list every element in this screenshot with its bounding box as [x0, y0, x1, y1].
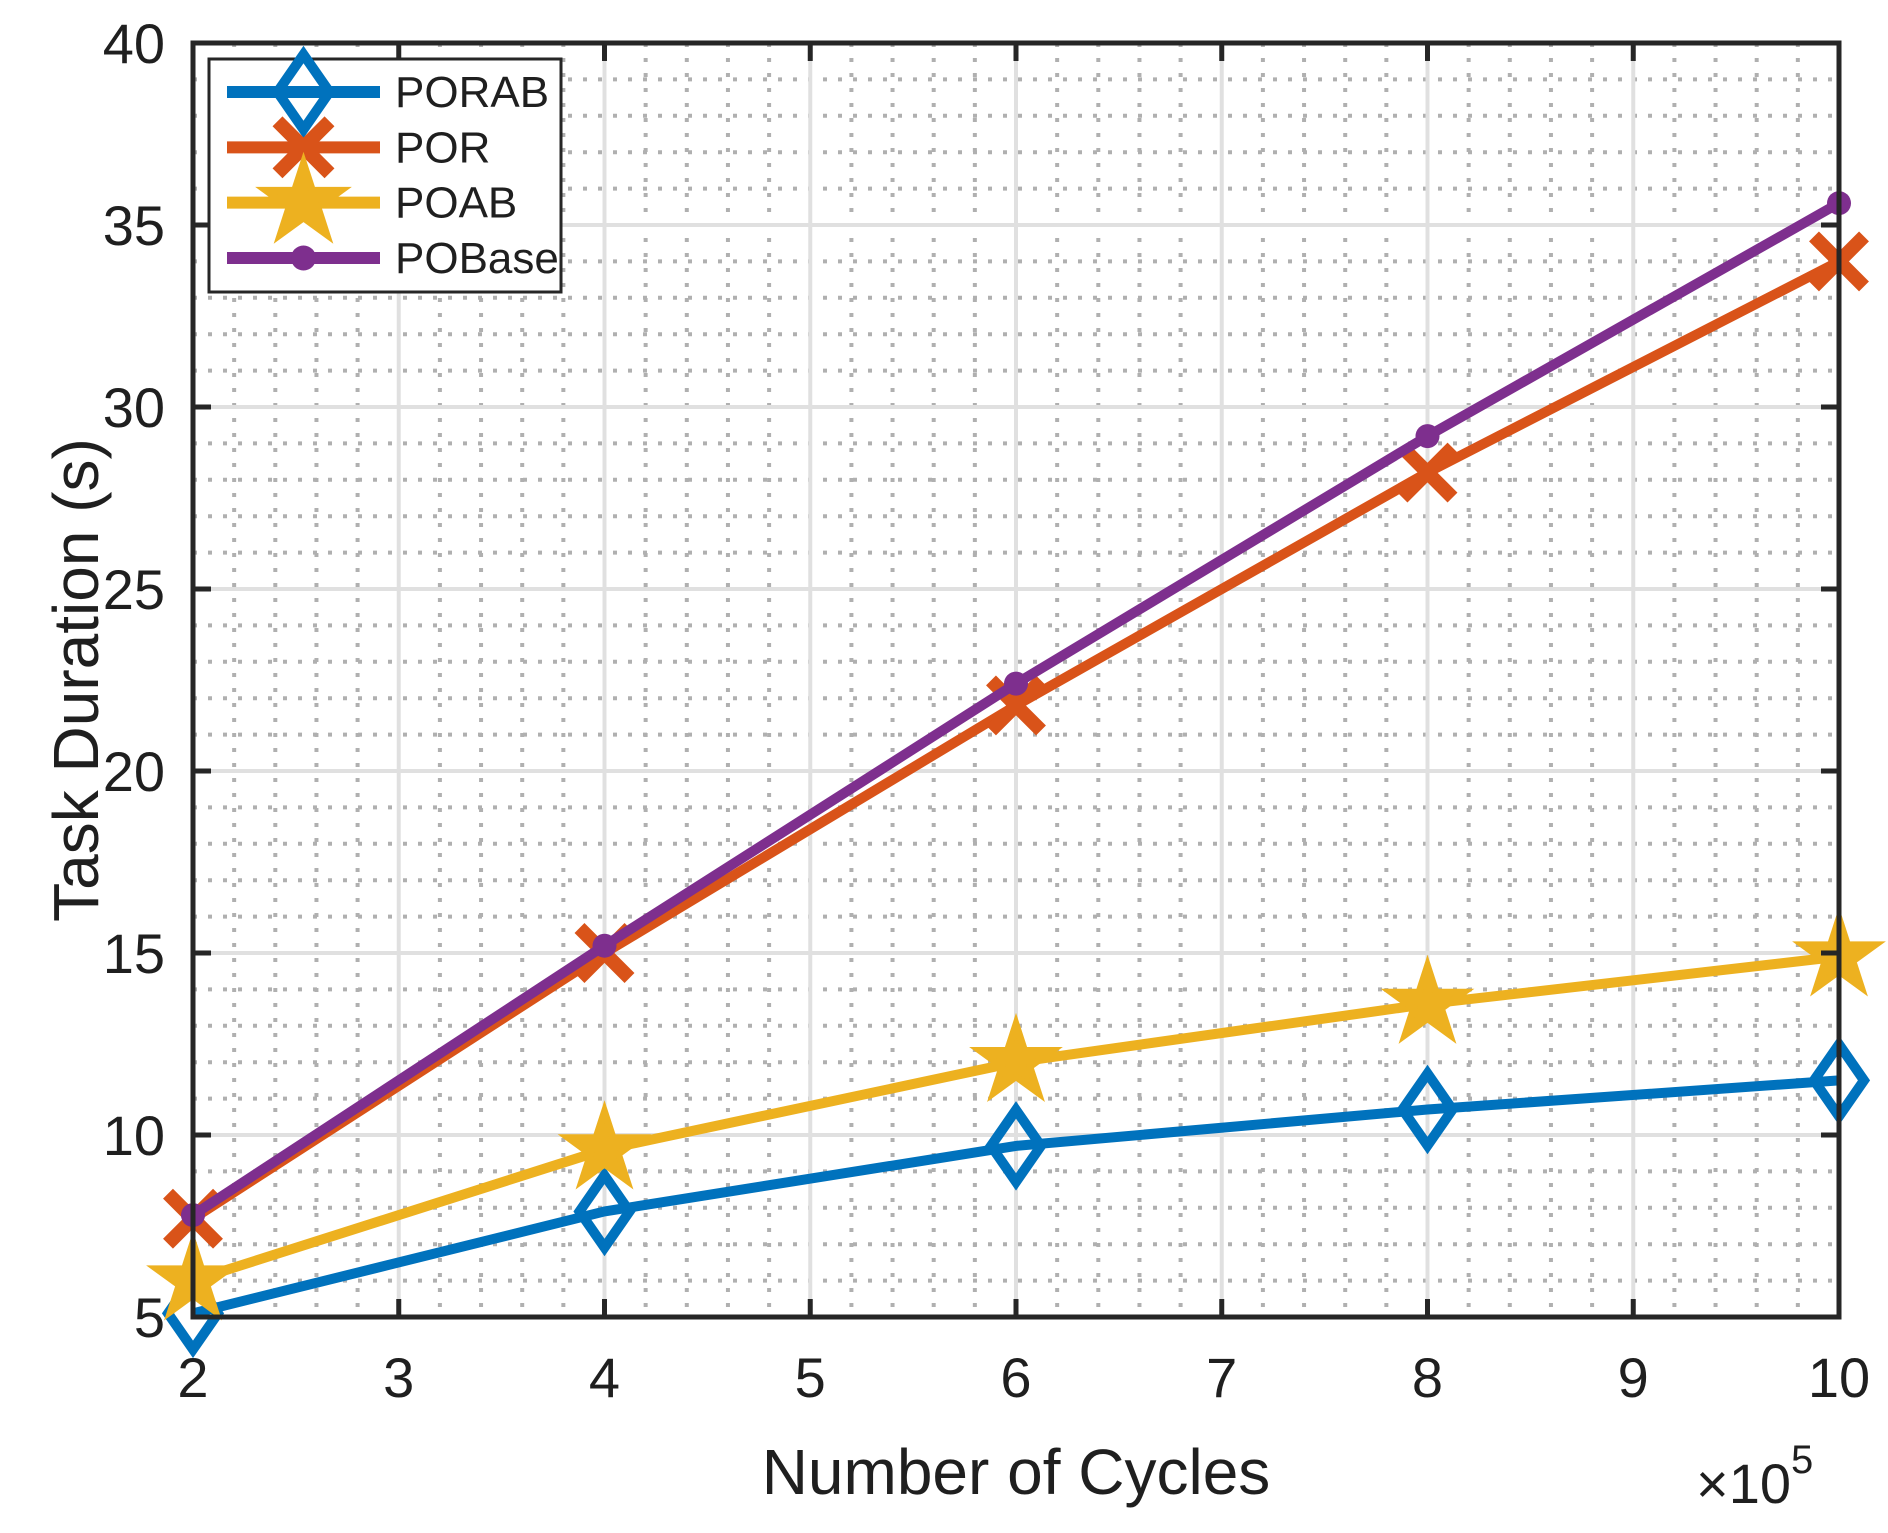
- legend-item-label: POAB: [395, 179, 517, 228]
- x-axis-tick-label: 9: [1618, 1346, 1649, 1409]
- x-axis-tick-label: 2: [177, 1346, 208, 1409]
- diamond-marker: [1396, 1064, 1459, 1155]
- legend-item-label: POR: [395, 123, 490, 172]
- circle-marker: [592, 933, 617, 958]
- legend-item-label: POBase: [395, 234, 559, 283]
- x-axis-tick-label: 4: [589, 1346, 620, 1409]
- circle-marker: [1004, 671, 1028, 696]
- legend-item-POBase: POBase: [227, 234, 559, 283]
- axes: [190, 40, 1842, 1320]
- diamond-marker: [984, 1101, 1048, 1191]
- x-axis-tick-label: 7: [1206, 1346, 1237, 1409]
- series-POBase: [181, 191, 1851, 1228]
- legend-item-PORAB: PORAB: [227, 45, 549, 139]
- y-axis-tick-label: 30: [103, 376, 165, 439]
- x-marker: [272, 116, 335, 179]
- y-axis-label: Task Duration (s): [40, 438, 112, 922]
- y-axis-tick-label: 20: [103, 740, 165, 803]
- x-marker: [1397, 442, 1458, 503]
- y-axis-tick-label: 40: [103, 12, 165, 75]
- y-axis-tick-label: 5: [134, 1286, 165, 1349]
- diamond-marker: [573, 1166, 636, 1257]
- legend-item-POR: POR: [227, 116, 490, 179]
- star-marker: [969, 1012, 1063, 1103]
- star-marker: [1380, 954, 1475, 1044]
- y-axis-tick-label: 15: [103, 922, 165, 985]
- star-marker: [255, 151, 352, 244]
- circle-marker: [291, 245, 316, 271]
- y-axis-tick-label: 35: [103, 194, 165, 257]
- y-axis-tick-label: 10: [103, 1104, 165, 1167]
- y-axis-tick-label: 25: [103, 558, 165, 621]
- x-axis-tick-label: 5: [795, 1346, 826, 1409]
- x-axis-tick-label: 10: [1808, 1346, 1870, 1409]
- legend-item-POAB: POAB: [227, 151, 517, 244]
- x-axis-multiplier: ×105: [1696, 1438, 1813, 1515]
- star-marker: [557, 1100, 652, 1190]
- legend-item-label: PORAB: [395, 68, 549, 117]
- x-axis-label: Number of Cycles: [762, 1436, 1271, 1508]
- x-axis-tick-label: 6: [1000, 1346, 1031, 1409]
- legend: PORAB POR POAB POBase: [207, 45, 563, 294]
- diamond-marker: [271, 45, 336, 139]
- x-axis-tick-label: 3: [383, 1346, 414, 1409]
- series-line-PORAB: [191, 1075, 1840, 1319]
- circle-marker: [1415, 424, 1440, 449]
- x-axis-tick-label: 8: [1412, 1346, 1443, 1409]
